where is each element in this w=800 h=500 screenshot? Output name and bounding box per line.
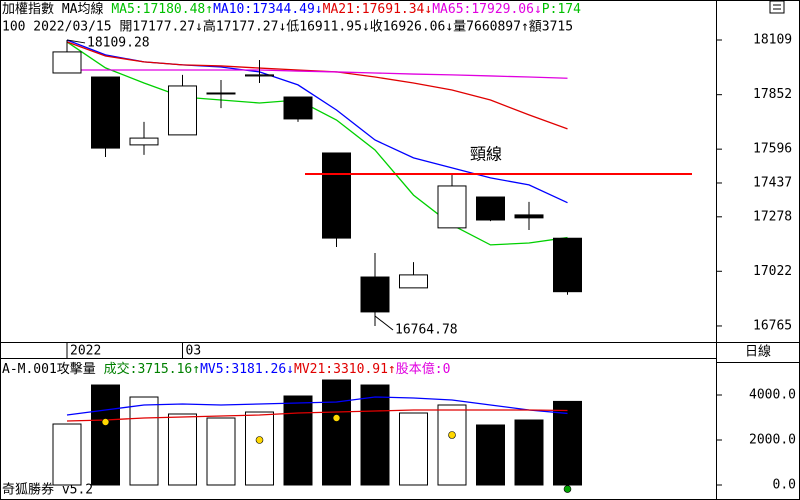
price-panel: 加權指數 MA均線 MA5:17180.48↑MA10:17344.49↓MA2… bbox=[2, 1, 792, 359]
title-part: MA5:17180.48↑ bbox=[111, 2, 213, 17]
volume-bar bbox=[168, 413, 197, 486]
volume-bar bbox=[322, 379, 351, 486]
ma-line bbox=[66, 396, 568, 416]
title-part: A-M.001攻擊量 bbox=[2, 361, 104, 377]
y-tick-label: 17278 bbox=[753, 209, 792, 224]
volume-bar bbox=[91, 384, 120, 486]
menu-icon[interactable] bbox=[769, 0, 785, 14]
title-part: P:174 bbox=[542, 2, 581, 17]
candle-body bbox=[553, 237, 582, 293]
volume-bar bbox=[129, 396, 159, 486]
candle-body bbox=[322, 152, 351, 239]
volume-panel: A-M.001攻擊量 成交:3715.16↑MV5:3181.26↓MV21:3… bbox=[2, 361, 796, 493]
annotation: 18109.28 bbox=[87, 35, 150, 50]
candle-body bbox=[514, 214, 544, 219]
volume-bar bbox=[52, 423, 82, 486]
volume-bar bbox=[360, 384, 390, 486]
candle-body bbox=[360, 276, 390, 313]
x-tick-label: 03 bbox=[186, 344, 202, 359]
volume-bar bbox=[206, 417, 236, 486]
footer: 奇狐勝券 v5.2 bbox=[2, 482, 93, 498]
volume-bar bbox=[514, 419, 544, 486]
volume-bar bbox=[476, 424, 505, 486]
ma-line bbox=[66, 409, 568, 422]
y-tick-label: 17852 bbox=[753, 87, 792, 102]
title-part: 加權指數 MA均線 bbox=[2, 1, 111, 17]
ma-line bbox=[66, 41, 568, 130]
annotation-leader bbox=[66, 39, 86, 44]
candle-body bbox=[437, 185, 467, 229]
y-tick-label: 17437 bbox=[753, 175, 792, 190]
volume-bar bbox=[553, 400, 582, 486]
annotation: 16764.78 bbox=[395, 323, 458, 338]
candle-body bbox=[245, 74, 274, 77]
title-part: MA65:17929.06↓ bbox=[432, 2, 542, 17]
candle-body bbox=[476, 196, 505, 221]
ma-line bbox=[67, 69, 568, 79]
y-tick-label: 16765 bbox=[753, 318, 792, 333]
title-part: MV5:3181.26↓ bbox=[200, 362, 294, 377]
neckline-label: 頸線 bbox=[470, 145, 502, 164]
volume-bar bbox=[283, 395, 313, 486]
title-part: 成交:3715.16↑ bbox=[104, 361, 200, 377]
volume-bar bbox=[437, 404, 467, 486]
signal-dot bbox=[101, 418, 110, 426]
title-part: MA10:17344.49↓ bbox=[213, 2, 323, 17]
annotation-leader bbox=[374, 315, 394, 331]
y-tick-label: 18109 bbox=[753, 33, 792, 48]
y-tick-label: 17596 bbox=[753, 142, 792, 157]
volume-bar bbox=[245, 411, 274, 486]
panel-title: 加權指數 MA均線 MA5:17180.48↑MA10:17344.49↓MA2… bbox=[2, 1, 581, 17]
signal-dot bbox=[332, 414, 341, 422]
title-part: 股本億:0 bbox=[396, 361, 451, 377]
x-tick-label: 2022 bbox=[70, 344, 101, 359]
title-part: MV21:3310.91↑ bbox=[294, 362, 396, 377]
ma-line bbox=[66, 39, 568, 204]
signal-dot bbox=[255, 436, 264, 444]
title-part: MA21:17691.34↓ bbox=[323, 2, 433, 17]
candle-body bbox=[206, 92, 236, 95]
y-tick-label: 17022 bbox=[753, 264, 792, 279]
signal-dot bbox=[563, 485, 572, 493]
candle-body bbox=[129, 137, 159, 146]
ma-line bbox=[66, 41, 568, 246]
y-tick-label: 2000.0 bbox=[749, 433, 796, 448]
y-tick-label: 0.0 bbox=[773, 477, 796, 492]
period-label: 日線 bbox=[745, 344, 771, 360]
candle-body bbox=[283, 96, 313, 120]
candle-body bbox=[168, 85, 197, 136]
volume-bar bbox=[399, 412, 428, 486]
candle-body bbox=[52, 51, 82, 74]
info-line: 100 2022/03/15 開17177.27↓高17177.27↓低1691… bbox=[2, 19, 573, 35]
signal-dot bbox=[448, 431, 456, 439]
candle-body bbox=[399, 274, 428, 289]
candle-body bbox=[91, 76, 120, 149]
y-tick-label: 4000.0 bbox=[749, 388, 796, 403]
panel-title: A-M.001攻擊量 成交:3715.16↑MV5:3181.26↓MV21:3… bbox=[2, 361, 450, 377]
